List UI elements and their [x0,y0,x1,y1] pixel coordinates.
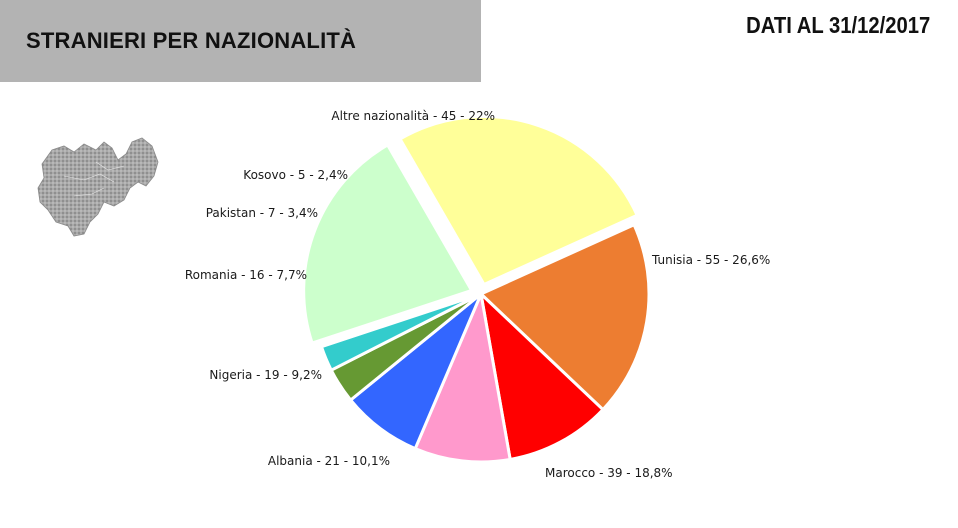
slice-label-tunisia: Tunisia - 55 - 26,6% [651,253,770,267]
pie-slice-marocco [478,222,651,412]
slice-label-altre-nazionalit-: Altre nazionalità - 45 - 22% [331,109,495,123]
slice-label-albania: Albania - 21 - 10,1% [268,454,390,468]
pie-slice-nigeria [413,288,512,464]
pie-slice-kosovo [319,292,482,373]
pie-slice-altre-nazionalit- [302,142,474,345]
slice-label-nigeria: Nigeria - 19 - 9,2% [209,368,322,382]
title-banner: STRANIERI PER NAZIONALITÀ [0,0,481,82]
pie-slice-albania [478,289,606,462]
slice-label-kosovo: Kosovo - 5 - 2,4% [243,168,348,182]
slice-label-romania: Romania - 16 - 7,7% [185,268,307,282]
page-title: STRANIERI PER NAZIONALITÀ [26,28,357,53]
slice-label-pakistan: Pakistan - 7 - 3,4% [206,206,318,220]
pie-slices [302,114,651,464]
region-map-icon [37,137,159,237]
data-date: DATI AL 31/12/2017 [745,12,930,38]
slice-label-marocco: Marocco - 39 - 18,8% [545,466,673,480]
pie-slice-tunisia [398,114,640,287]
pie-labels: Tunisia - 55 - 26,6% Marocco - 39 - 18,8%… [185,109,770,480]
